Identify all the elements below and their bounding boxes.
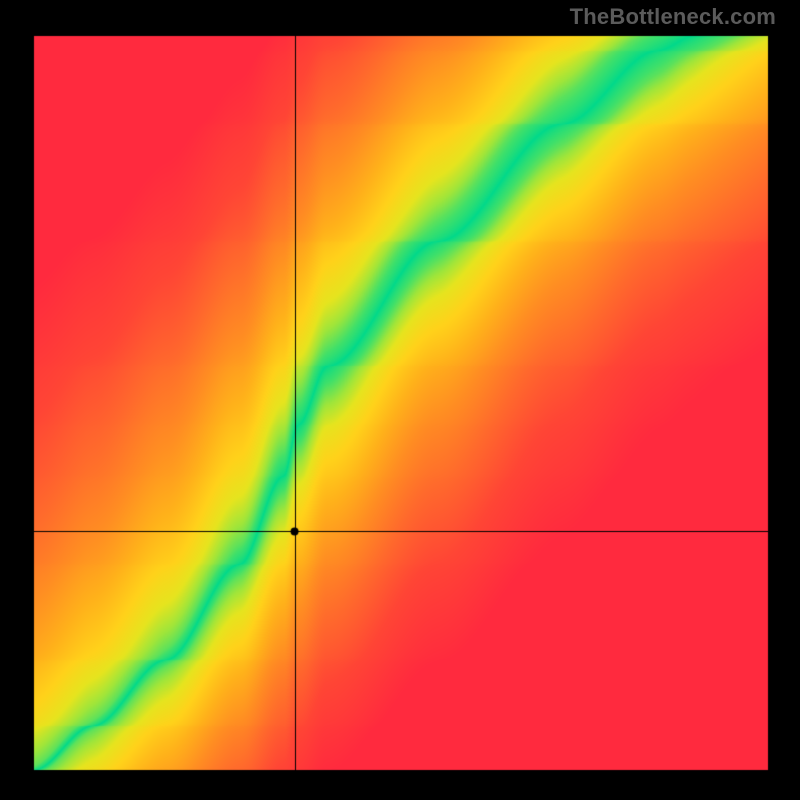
- bottleneck-heatmap: [0, 0, 800, 800]
- watermark-text: TheBottleneck.com: [570, 4, 776, 30]
- chart-container: TheBottleneck.com: [0, 0, 800, 800]
